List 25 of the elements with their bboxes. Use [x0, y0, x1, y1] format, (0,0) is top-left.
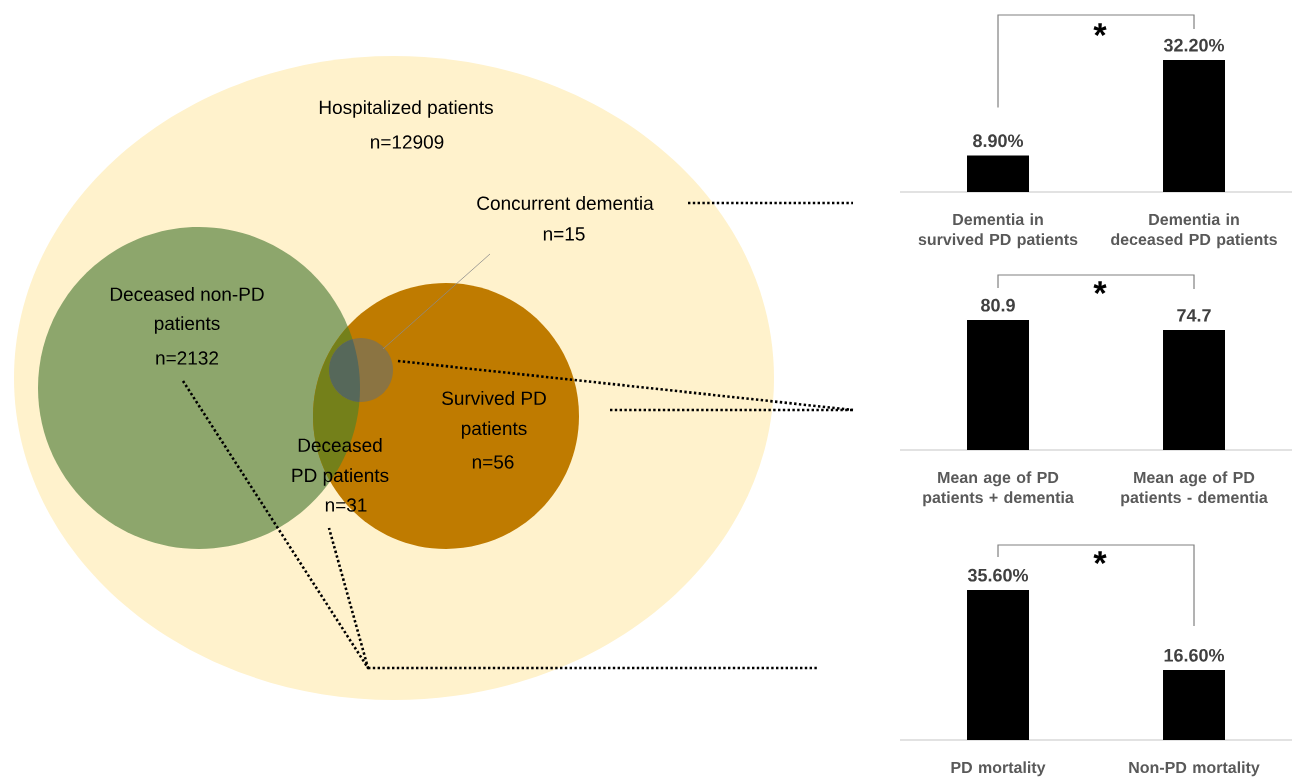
- x-tick-label: Mean age of PD patients + dementia: [923, 471, 1074, 507]
- text: patients: [461, 421, 527, 439]
- x-tick-label: PD mortality: [951, 761, 1046, 777]
- x-tick-label: Mean age of PD patients - dementia: [1121, 471, 1268, 507]
- data-label: 35.60%: [967, 568, 1029, 582]
- data-label: 8.90%: [973, 134, 1024, 148]
- text: Hospitalized patients: [319, 100, 493, 118]
- x-tick-label: Dementia in deceased PD patients: [1111, 213, 1277, 249]
- text: Concurrent dementia: [477, 196, 654, 210]
- text: *: [1093, 281, 1107, 294]
- text: n=12909: [371, 135, 444, 149]
- text: n=2132: [156, 351, 219, 365]
- x-tick-label: Dementia in survived PD patients: [918, 213, 1078, 249]
- text: n=56: [472, 455, 514, 469]
- text: Survived PD: [442, 391, 546, 405]
- text: patients: [154, 316, 220, 334]
- data-label: 32.20%: [1163, 38, 1225, 52]
- x-tick-label: Non-PD mortality: [1129, 761, 1260, 777]
- text: Deceased non-PD: [110, 287, 264, 301]
- data-label: 74.7: [1177, 309, 1211, 322]
- text: *: [1093, 551, 1107, 564]
- text: *: [1093, 23, 1107, 36]
- data-label: 80.9: [981, 298, 1015, 312]
- data-label: 16.60%: [1164, 648, 1225, 662]
- text: n=15: [543, 227, 585, 241]
